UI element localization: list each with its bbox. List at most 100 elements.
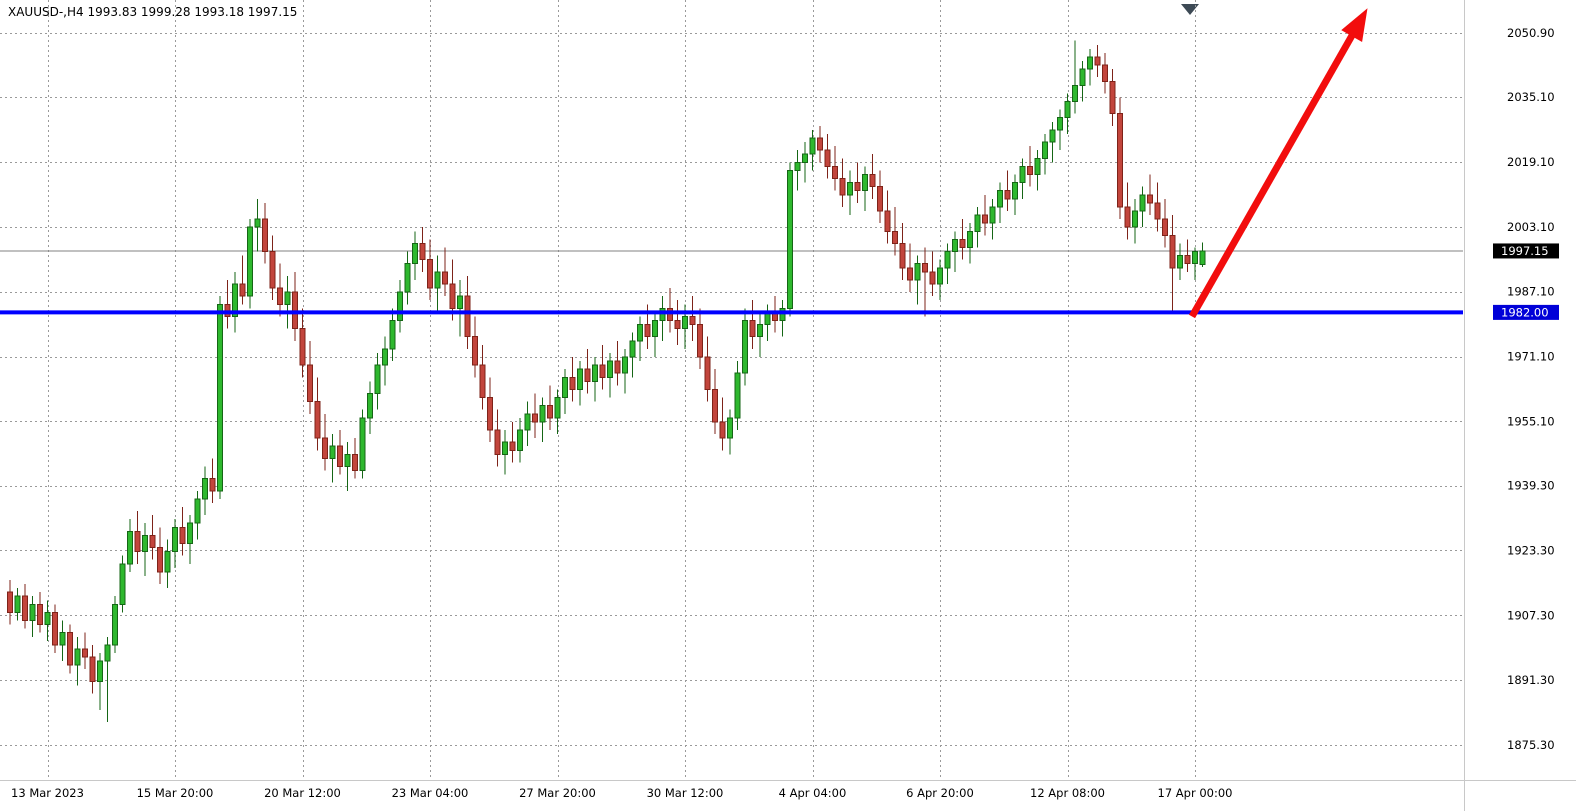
candle [284, 275, 291, 329]
candle [487, 377, 493, 443]
trend-arrow-shaft[interactable] [1188, 21, 1362, 319]
candle [359, 409, 366, 479]
candle [532, 393, 538, 439]
candle [862, 166, 868, 212]
svg-text:2003.10: 2003.10 [1507, 220, 1555, 234]
chart-shift-marker-icon[interactable] [1181, 4, 1199, 15]
candle [907, 243, 913, 293]
candle [817, 125, 823, 163]
candle [967, 223, 973, 264]
candle [727, 409, 733, 455]
candle [584, 348, 591, 394]
candle [37, 592, 43, 633]
candle [914, 255, 921, 305]
candle [787, 162, 793, 317]
candle [1057, 109, 1063, 151]
candle [1034, 150, 1041, 191]
svg-text:6 Apr 20:00: 6 Apr 20:00 [906, 786, 974, 800]
svg-text:27 Mar 20:00: 27 Mar 20:00 [519, 786, 596, 800]
candle [389, 308, 396, 362]
candle [1087, 48, 1093, 86]
candle [989, 198, 996, 240]
candle [472, 316, 478, 378]
candle [622, 348, 628, 394]
candle [1042, 133, 1048, 175]
candle [929, 251, 936, 297]
candle [884, 190, 891, 244]
candle [689, 296, 696, 341]
candle [1169, 215, 1176, 313]
candle [22, 584, 28, 629]
svg-text:1955.10: 1955.10 [1507, 414, 1555, 428]
candle [1117, 97, 1123, 220]
candle [1027, 146, 1033, 187]
svg-text:13 Mar 2023: 13 Mar 2023 [11, 786, 84, 800]
candle [1019, 158, 1026, 199]
candle [1177, 243, 1183, 280]
candle [7, 580, 13, 625]
candle [457, 279, 463, 337]
candle [547, 385, 553, 430]
candle [449, 259, 456, 321]
candle [382, 336, 388, 386]
candle [854, 162, 861, 203]
svg-text:1891.30: 1891.30 [1507, 673, 1555, 687]
candle [937, 259, 943, 301]
candle [712, 369, 718, 435]
svg-text:20 Mar 12:00: 20 Mar 12:00 [264, 786, 341, 800]
candle [982, 194, 988, 236]
candle [667, 288, 673, 333]
candle [374, 352, 381, 410]
candle [1192, 247, 1198, 280]
candle [494, 409, 501, 467]
candle [1147, 174, 1153, 216]
svg-text:12 Apr 08:00: 12 Apr 08:00 [1030, 786, 1105, 800]
price-axis-labels: 2050.90 2035.10 2019.10 2003.10 1987.10 1971.… [1507, 26, 1555, 752]
candle [517, 417, 523, 463]
candle [1012, 174, 1018, 216]
candle [224, 279, 231, 329]
candle [1199, 242, 1206, 268]
candle [637, 316, 643, 362]
candle [892, 206, 898, 256]
candle [142, 523, 148, 576]
trend-arrow-head[interactable] [1341, 8, 1368, 43]
svg-text:2050.90: 2050.90 [1507, 26, 1555, 40]
candles [7, 40, 1206, 722]
candle [217, 296, 223, 499]
candle [119, 555, 126, 613]
candle [247, 219, 253, 309]
candle [779, 300, 786, 337]
candle [674, 300, 681, 345]
candle [89, 644, 96, 694]
svg-text:2035.10: 2035.10 [1507, 90, 1555, 104]
candle [262, 202, 268, 264]
svg-text:1982.00: 1982.00 [1501, 305, 1549, 319]
candle [524, 401, 531, 447]
candle [164, 539, 171, 589]
candle [299, 308, 306, 378]
candle [337, 429, 343, 475]
candle [719, 397, 726, 451]
candle [802, 142, 808, 183]
candle [1004, 170, 1011, 212]
candle [179, 507, 186, 556]
candle [922, 247, 928, 317]
candle [554, 389, 561, 435]
candle [764, 304, 771, 341]
candle [352, 438, 358, 479]
candle [104, 636, 111, 722]
svg-text:1987.10: 1987.10 [1507, 285, 1555, 299]
price-axis[interactable] [1464, 0, 1576, 780]
candle [847, 170, 853, 216]
ohlc-info-line: XAUUSD-,H4 1993.83 1999.28 1993.18 1997.… [8, 5, 298, 19]
candle [29, 596, 36, 637]
candle [1162, 198, 1168, 248]
candle [479, 344, 486, 410]
candle [59, 620, 66, 662]
candle [607, 352, 613, 398]
candle [194, 490, 201, 540]
svg-text:1971.10: 1971.10 [1507, 350, 1555, 364]
candle [1079, 60, 1086, 102]
